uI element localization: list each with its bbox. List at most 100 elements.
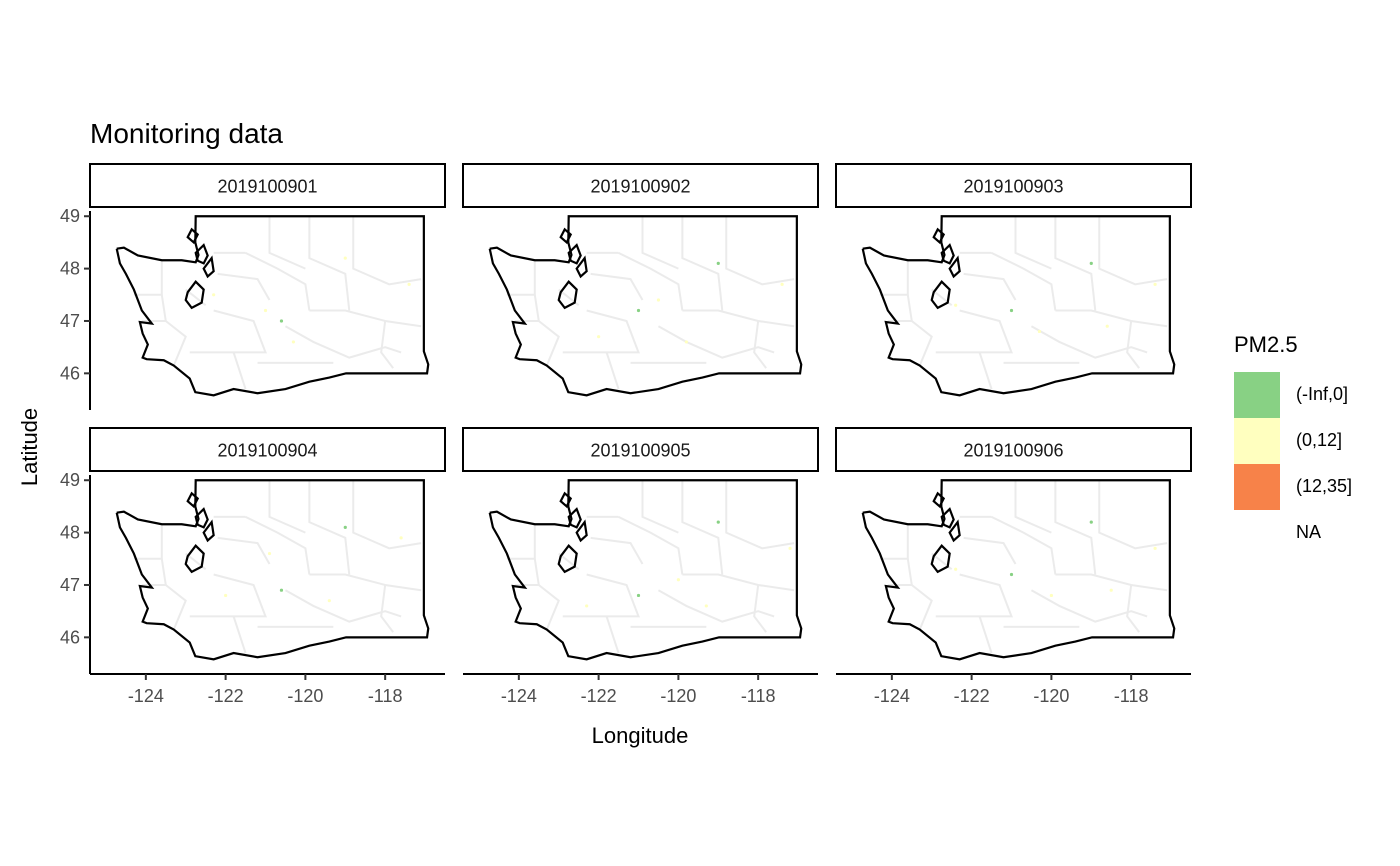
facet-strip: [89, 427, 446, 472]
facet-strip-label: 2019100903: [963, 177, 1063, 197]
chart-title: Monitoring data: [90, 118, 283, 149]
y-tick-label: 49: [60, 206, 80, 226]
county-boundary: [586, 573, 640, 618]
x-tick-label: -122: [581, 686, 617, 706]
legend-title: PM2.5: [1234, 332, 1298, 357]
island-boundary: [932, 491, 946, 509]
county-boundary: [308, 216, 351, 311]
county-boundary: [618, 515, 684, 575]
facet-strip-label: 2019100904: [217, 441, 317, 461]
county-boundary: [590, 272, 644, 301]
monitor-point: [399, 536, 403, 540]
monitor-point: [1049, 593, 1053, 598]
island-boundary: [940, 507, 955, 529]
county-boundary: [133, 260, 163, 296]
y-tick-label: 48: [60, 523, 80, 543]
monitor-point: [780, 282, 784, 286]
legend-label: (0,12]: [1296, 430, 1343, 450]
monitor-point: [212, 293, 216, 297]
county-boundary: [309, 573, 422, 592]
x-tick-label: -120: [287, 686, 323, 706]
monitor-point: [279, 588, 284, 592]
county-boundary: [681, 480, 724, 575]
x-axis: -124 -122 -120 -118 -124 -122 -120 -118 -124 -122…: [128, 674, 1149, 706]
island-boundary: [202, 255, 215, 279]
monitor-point: [1089, 261, 1093, 265]
facet-strip: [835, 427, 1192, 472]
county-boundary: [213, 309, 267, 354]
y-tick-label: 46: [60, 627, 80, 647]
county-boundary: [1098, 216, 1168, 286]
county-boundary: [1055, 309, 1168, 328]
legend-item: (12,35]: [1234, 464, 1384, 510]
x-tick-label: -124: [128, 686, 164, 706]
facet-panel: 2019100905: [462, 427, 819, 675]
county-boundary: [284, 589, 402, 623]
legend-item: (-Inf,0]: [1234, 372, 1384, 418]
island-boundary: [186, 227, 200, 245]
county-boundary: [1030, 325, 1148, 359]
island-boundary: [559, 491, 573, 509]
monitor-point: [716, 261, 720, 265]
county-boundary: [165, 320, 187, 366]
county-boundary: [618, 251, 684, 311]
county-boundary: [268, 216, 306, 270]
monitor-point: [704, 604, 708, 608]
y-axis: 46 47 48 49 46 47 48 49: [60, 206, 90, 647]
monitor-point: [585, 604, 589, 608]
island-boundary: [194, 507, 209, 529]
county-boundary: [284, 325, 402, 359]
x-tick-label: -124: [501, 686, 537, 706]
island-boundary: [202, 519, 215, 543]
island-boundary: [194, 243, 209, 265]
county-boundary: [245, 251, 311, 311]
monitor-point: [263, 308, 268, 313]
county-boundary: [514, 558, 540, 586]
county-boundary: [1054, 480, 1097, 575]
legend-label: (12,35]: [1296, 476, 1353, 496]
county-boundary: [1126, 320, 1140, 369]
county-boundary: [753, 584, 767, 633]
facet-strip-label: 2019100902: [590, 177, 690, 197]
county-boundary: [935, 351, 993, 390]
facet-strip-label: 2019100905: [590, 441, 690, 461]
county-boundary: [879, 260, 909, 296]
county-boundary: [1126, 584, 1140, 633]
county-boundary: [641, 480, 679, 534]
county-boundary: [682, 573, 795, 592]
facet-strip-label: 2019100906: [963, 441, 1063, 461]
monitor-point: [636, 308, 641, 313]
county-boundary: [268, 480, 306, 534]
county-boundary: [641, 216, 679, 270]
county-boundary: [935, 615, 993, 654]
map-layer: [861, 215, 1176, 397]
x-axis-label: Longitude: [592, 723, 689, 748]
county-boundary: [309, 309, 422, 328]
county-boundary: [213, 573, 267, 618]
island-boundary: [184, 544, 205, 574]
county-boundary: [189, 615, 247, 654]
monitor-point: [597, 335, 601, 339]
county-boundary: [514, 294, 540, 322]
county-boundary: [682, 309, 795, 328]
facet-panel: 2019100906: [835, 427, 1192, 675]
county-boundary: [657, 589, 775, 623]
county-boundary: [959, 573, 1013, 618]
monitor-point: [407, 282, 411, 286]
county-boundary: [352, 480, 422, 550]
x-tick-label: -120: [1033, 686, 1069, 706]
island-boundary: [559, 227, 573, 245]
county-boundary: [911, 320, 933, 366]
county-boundary: [217, 272, 271, 301]
county-boundary: [725, 216, 795, 286]
monitor-point: [636, 593, 641, 598]
county-boundary: [879, 524, 909, 560]
facet-strip: [89, 163, 446, 208]
island-boundary: [948, 519, 961, 543]
y-tick-label: 48: [60, 259, 80, 279]
legend-swatch: [1234, 418, 1280, 464]
county-boundary: [133, 524, 163, 560]
y-tick-label: 47: [60, 311, 80, 331]
legend-label: (-Inf,0]: [1296, 384, 1349, 404]
facet-panel: 2019100901: [89, 163, 446, 410]
